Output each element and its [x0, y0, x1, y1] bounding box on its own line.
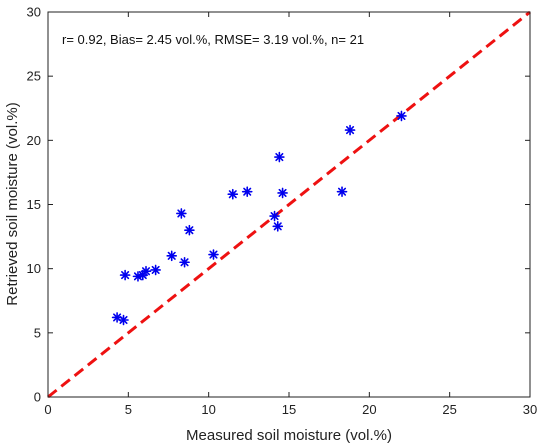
y-tick-label: 5: [34, 325, 41, 340]
data-point: [150, 264, 161, 276]
data-point: [269, 210, 280, 222]
x-axis-label: Measured soil moisture (vol.%): [186, 427, 392, 444]
data-point: [184, 224, 195, 236]
data-point: [119, 269, 131, 281]
data-point: [272, 221, 284, 232]
data-point: [179, 256, 190, 268]
x-tick-label: 25: [442, 402, 456, 417]
reference-line-1to1: [47, 10, 531, 399]
data-point: [176, 208, 187, 219]
x-tick-label: 5: [125, 402, 132, 417]
data-point: [118, 314, 129, 326]
y-tick-label: 20: [27, 133, 41, 148]
points-layer: [111, 110, 407, 326]
y-axis-label: Retrieved soil moisture (vol.%): [4, 102, 21, 305]
data-point: [336, 186, 348, 197]
y-tick-label: 0: [34, 390, 41, 405]
data-point: [140, 265, 152, 277]
data-point: [227, 188, 239, 200]
x-tick-label: 30: [523, 402, 537, 417]
data-point: [166, 250, 178, 262]
y-tick-label: 30: [27, 5, 41, 20]
y-tick-label: 15: [27, 197, 41, 212]
y-tick-label: 25: [27, 69, 41, 84]
y-tick-label: 10: [27, 261, 41, 276]
data-point: [344, 124, 356, 136]
ticks-layer: 0 5 10 15 20 25 30 0 5 10 15 20 25 30: [27, 5, 538, 418]
reference-line-layer: [47, 10, 531, 399]
chart-annotation: r= 0.92, Bias= 2.45 vol.%, RMSE= 3.19 vo…: [62, 32, 364, 47]
data-point: [277, 187, 288, 199]
x-tick-label: 20: [362, 402, 376, 417]
data-point: [396, 110, 407, 122]
data-point: [274, 151, 285, 163]
x-tick-label: 10: [201, 402, 215, 417]
x-tick-label: 15: [282, 402, 296, 417]
x-tick-label: 0: [44, 402, 51, 417]
data-point: [241, 186, 253, 197]
data-point: [208, 249, 219, 260]
